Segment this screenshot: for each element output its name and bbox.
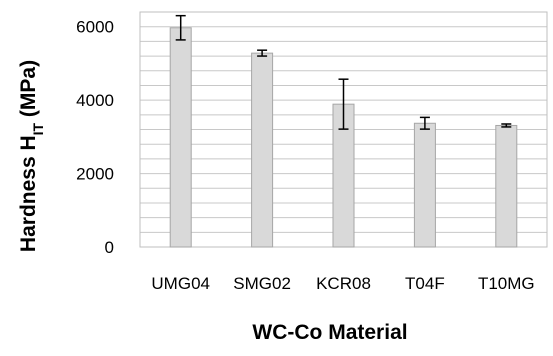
bar-smg02 xyxy=(251,52,274,248)
error-bar-t04f xyxy=(419,116,430,130)
x-category-labels: UMG04 SMG02 KCR08 T04F T10MG xyxy=(151,274,534,293)
bar-t04f xyxy=(413,122,436,248)
y-axis-title-subscript: IT xyxy=(30,122,46,135)
error-bar-smg02 xyxy=(257,49,268,57)
error-bar-kcr08 xyxy=(338,78,349,130)
x-category-label: KCR08 xyxy=(316,274,371,293)
error-bar-t10mg xyxy=(501,123,512,128)
bar-t10mg xyxy=(495,124,518,248)
x-category-label: SMG02 xyxy=(233,274,291,293)
x-category-label: T10MG xyxy=(478,274,535,293)
error-bars xyxy=(175,14,512,130)
y-axis-title-unit: (MPa) xyxy=(17,60,40,123)
y-tick-label: 0 xyxy=(105,238,114,257)
y-axis-title-main: Hardness H xyxy=(17,135,40,252)
bar-umg04 xyxy=(169,27,192,248)
bars xyxy=(169,27,518,248)
error-bar-umg04 xyxy=(175,14,186,41)
x-category-label: T04F xyxy=(405,274,445,293)
x-axis-title: WC-Co Material xyxy=(252,321,407,344)
y-axis-title: Hardness HIT (MPa) xyxy=(17,60,46,252)
y-tick-labels: 0 2000 4000 6000 xyxy=(76,18,114,257)
y-tick-label: 6000 xyxy=(76,18,114,37)
x-category-label: UMG04 xyxy=(151,274,210,293)
y-tick-label: 4000 xyxy=(76,91,114,110)
y-tick-label: 2000 xyxy=(76,165,114,184)
